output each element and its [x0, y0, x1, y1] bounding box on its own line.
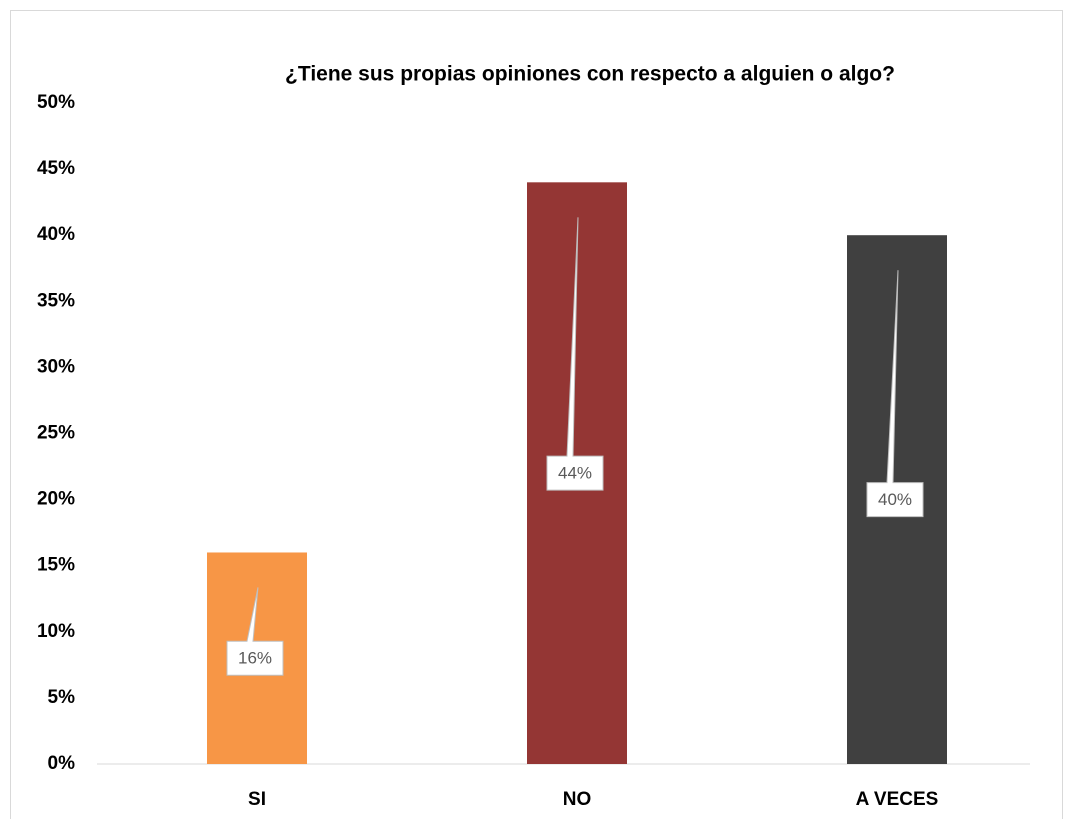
data-label: 44%: [558, 464, 592, 483]
x-tick-label: A VECES: [856, 789, 939, 810]
y-tick-label: 35%: [37, 290, 75, 311]
y-tick-label: 40%: [37, 224, 75, 245]
y-tick-label: 20%: [37, 489, 75, 510]
y-tick-label: 15%: [37, 555, 75, 576]
callout: [546, 217, 604, 491]
data-label: 16%: [238, 649, 272, 668]
y-tick-label: 5%: [48, 687, 76, 708]
data-label: 40%: [878, 490, 912, 509]
y-tick-label: 25%: [37, 423, 75, 444]
chart-title: ¿Tiene sus propias opiniones con respect…: [285, 63, 895, 86]
callout: [226, 587, 284, 676]
x-tick-label: NO: [563, 789, 592, 810]
y-tick-label: 50%: [37, 92, 75, 113]
callout: [866, 270, 924, 518]
y-tick-label: 30%: [37, 356, 75, 377]
x-tick-label: SI: [248, 789, 266, 810]
y-tick-label: 0%: [48, 753, 76, 774]
y-tick-label: 45%: [37, 158, 75, 179]
y-tick-label: 10%: [37, 621, 75, 642]
